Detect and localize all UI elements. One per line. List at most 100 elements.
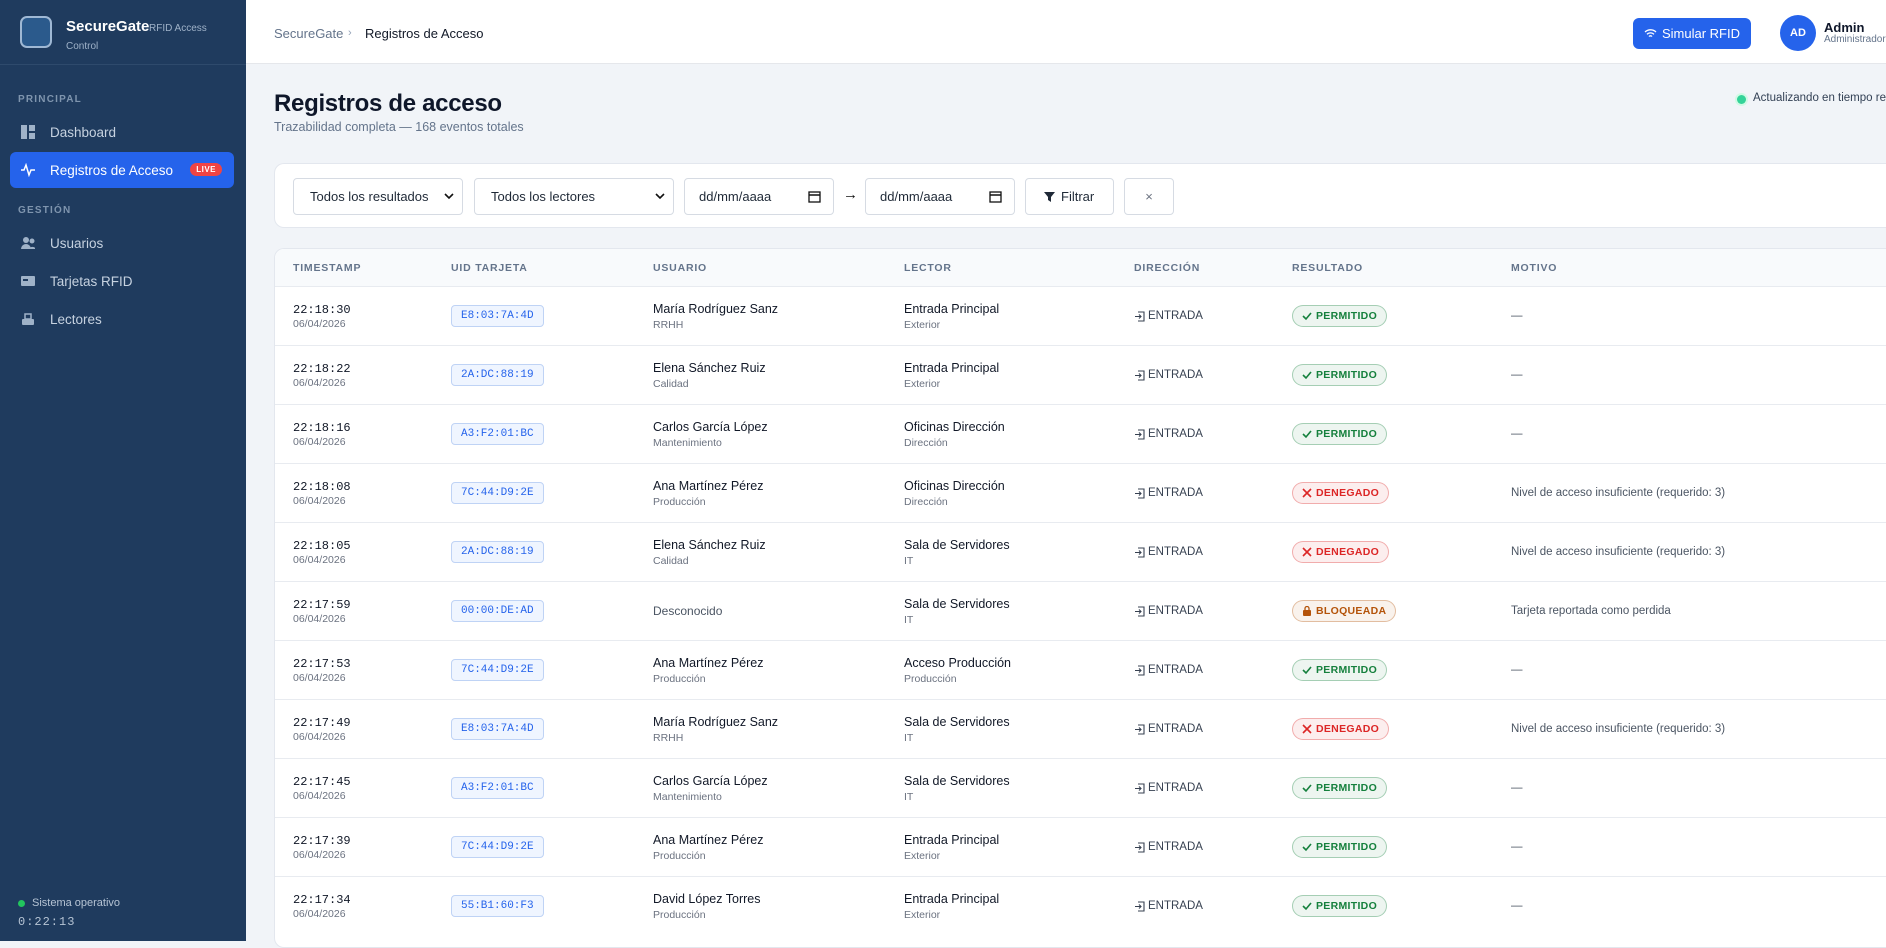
uid: 2A:DC:88:19 bbox=[451, 541, 544, 563]
reason: Nivel de acceso insuficiente (requerido:… bbox=[1511, 546, 1726, 558]
department: Calidad bbox=[653, 377, 689, 390]
reader-cell: Entrada Principal Exterior bbox=[904, 346, 999, 404]
filter-button[interactable]: Filtrar bbox=[1025, 178, 1114, 215]
table-row[interactable]: 22:18:16 06/04/2026 A3:F2:01:BC Carlos Garc… bbox=[275, 404, 1886, 463]
reader-zone: Exterior bbox=[904, 377, 941, 390]
direction-icon bbox=[1135, 369, 1145, 381]
department: Calidad bbox=[653, 554, 689, 567]
reader-cell: Sala de Servidores IT bbox=[904, 523, 1010, 581]
result-icon bbox=[1302, 784, 1312, 793]
direction-icon bbox=[1135, 605, 1145, 617]
result-icon bbox=[1302, 312, 1312, 321]
result-badge: PERMITIDO bbox=[1292, 895, 1388, 917]
result-select[interactable]: Todos los resultados bbox=[293, 178, 463, 215]
direction-cell: ENTRADA bbox=[1134, 641, 1203, 699]
timestamp-cell: 22:18:22 06/04/2026 bbox=[293, 346, 351, 404]
table-row[interactable]: 22:18:22 06/04/2026 2A:DC:88:19 Elena Sánch… bbox=[275, 345, 1886, 404]
result-badge: PERMITIDO bbox=[1292, 364, 1388, 386]
table-header: TIMESTAMP UID TARJETA USUARIO LECTOR DIRECCI… bbox=[275, 249, 1886, 286]
table-row[interactable]: 22:18:08 06/04/2026 7C:44:D9:2E Ana Martíne… bbox=[275, 463, 1886, 522]
user-cell: Ana Martínez Pérez Producción bbox=[653, 464, 763, 522]
uid: 7C:44:D9:2E bbox=[451, 482, 544, 504]
reader-zone: Exterior bbox=[904, 318, 941, 331]
reader-zone: Dirección bbox=[904, 495, 948, 508]
table-row[interactable]: 22:18:05 06/04/2026 2A:DC:88:19 Elena Sánch… bbox=[275, 522, 1886, 581]
reader-name: Entrada Principal bbox=[904, 891, 1000, 906]
reason-cell: — bbox=[1511, 405, 1523, 463]
department: Producción bbox=[653, 849, 706, 862]
breadcrumb-link[interactable]: SecureGate bbox=[274, 26, 344, 41]
live-dot bbox=[1737, 95, 1746, 104]
reader-name: Oficinas Dirección bbox=[904, 478, 1005, 493]
reader-zone: IT bbox=[904, 554, 914, 567]
column-header: UID TARJETA bbox=[451, 262, 528, 274]
time: 22:17:53 bbox=[293, 656, 351, 671]
section-title: GESTIÓN bbox=[18, 205, 72, 216]
live-badge: LIVE bbox=[190, 163, 222, 176]
result-label: PERMITIDO bbox=[1316, 900, 1378, 912]
user-name: Elena Sánchez Ruiz bbox=[653, 537, 766, 552]
table-row[interactable]: 22:17:49 06/04/2026 E8:03:7A:4D María Rodrí… bbox=[275, 699, 1886, 758]
table-row[interactable]: 22:17:34 06/04/2026 55:B1:60:F3 David López… bbox=[275, 876, 1886, 935]
direction-icon bbox=[1135, 428, 1145, 440]
status-dot bbox=[18, 900, 25, 907]
date-from[interactable]: dd/mm/aaaa bbox=[684, 178, 834, 215]
result-cell: PERMITIDO bbox=[1292, 641, 1388, 699]
department: Mantenimiento bbox=[653, 436, 722, 449]
date: 06/04/2026 bbox=[293, 789, 346, 802]
reader-select[interactable]: Todos los lectores bbox=[474, 178, 674, 215]
uid: A3:F2:01:BC bbox=[451, 777, 544, 799]
column-header: LECTOR bbox=[904, 262, 952, 274]
table-row[interactable]: 22:17:59 06/04/2026 00:00:DE:AD Desconocido… bbox=[275, 581, 1886, 640]
avatar[interactable]: AD bbox=[1780, 15, 1816, 51]
direction-cell: ENTRADA bbox=[1134, 405, 1203, 463]
direction-cell: ENTRADA bbox=[1134, 464, 1203, 522]
reason: Nivel de acceso insuficiente (requerido:… bbox=[1511, 723, 1726, 735]
nav-item[interactable]: Registros de Acceso LIVE bbox=[10, 152, 234, 188]
direction: ENTRADA bbox=[1148, 605, 1203, 617]
user-cell: María Rodríguez Sanz RRHH bbox=[653, 700, 778, 758]
timestamp-cell: 22:17:59 06/04/2026 bbox=[293, 582, 351, 640]
table-row[interactable]: 22:17:45 06/04/2026 A3:F2:01:BC Carlos Garc… bbox=[275, 758, 1886, 817]
table-row[interactable]: 22:17:39 06/04/2026 7C:44:D9:2E Ana Martíne… bbox=[275, 817, 1886, 876]
uptime: 0:22:13 bbox=[18, 915, 76, 929]
simulate-button[interactable]: Simular RFID bbox=[1633, 18, 1751, 49]
date: 06/04/2026 bbox=[293, 907, 346, 920]
uid: 00:00:DE:AD bbox=[451, 600, 544, 622]
result-icon bbox=[1302, 666, 1312, 675]
button-label: Simular RFID bbox=[1661, 26, 1740, 41]
column-header: TIMESTAMP bbox=[293, 262, 362, 274]
user-role: Administrador bbox=[1824, 34, 1886, 45]
clear-button[interactable]: × bbox=[1124, 178, 1174, 215]
nav-item[interactable]: Usuarios bbox=[10, 225, 234, 261]
nav-label: Registros de Acceso bbox=[50, 162, 174, 178]
table-row[interactable]: 22:18:30 06/04/2026 E8:03:7A:4D María Rodrí… bbox=[275, 286, 1886, 345]
user-name: Carlos García López bbox=[653, 773, 768, 788]
reason: Nivel de acceso insuficiente (requerido:… bbox=[1511, 487, 1726, 499]
user-name: Ana Martínez Pérez bbox=[653, 655, 764, 670]
direction: ENTRADA bbox=[1148, 546, 1203, 558]
reason: — bbox=[1511, 369, 1523, 381]
direction-cell: ENTRADA bbox=[1134, 582, 1203, 640]
table-row[interactable]: 22:17:53 06/04/2026 7C:44:D9:2E Ana Martíne… bbox=[275, 640, 1886, 699]
result-label: PERMITIDO bbox=[1316, 310, 1378, 322]
nav-item[interactable]: Dashboard bbox=[10, 114, 234, 150]
reason-cell: Nivel de acceso insuficiente (requerido:… bbox=[1511, 464, 1725, 522]
uid-cell: 7C:44:D9:2E bbox=[451, 464, 544, 522]
uid-cell: A3:F2:01:BC bbox=[451, 759, 544, 817]
reader-zone: Exterior bbox=[904, 849, 941, 862]
result-label: PERMITIDO bbox=[1316, 841, 1378, 853]
result-cell: PERMITIDO bbox=[1292, 818, 1388, 876]
time: 22:17:49 bbox=[293, 715, 351, 730]
time: 22:17:45 bbox=[293, 774, 351, 789]
nav-item[interactable]: Lectores bbox=[10, 301, 234, 337]
reader-name: Sala de Servidores bbox=[904, 773, 1010, 788]
reader-name: Acceso Producción bbox=[904, 655, 1012, 670]
uid: A3:F2:01:BC bbox=[451, 423, 544, 445]
department: RRHH bbox=[653, 318, 684, 331]
date-to[interactable]: dd/mm/aaaa bbox=[865, 178, 1015, 215]
nav-item[interactable]: Tarjetas RFID bbox=[10, 263, 234, 299]
divider bbox=[0, 64, 246, 65]
timestamp-cell: 22:17:39 06/04/2026 bbox=[293, 818, 351, 876]
result-badge: PERMITIDO bbox=[1292, 305, 1388, 327]
